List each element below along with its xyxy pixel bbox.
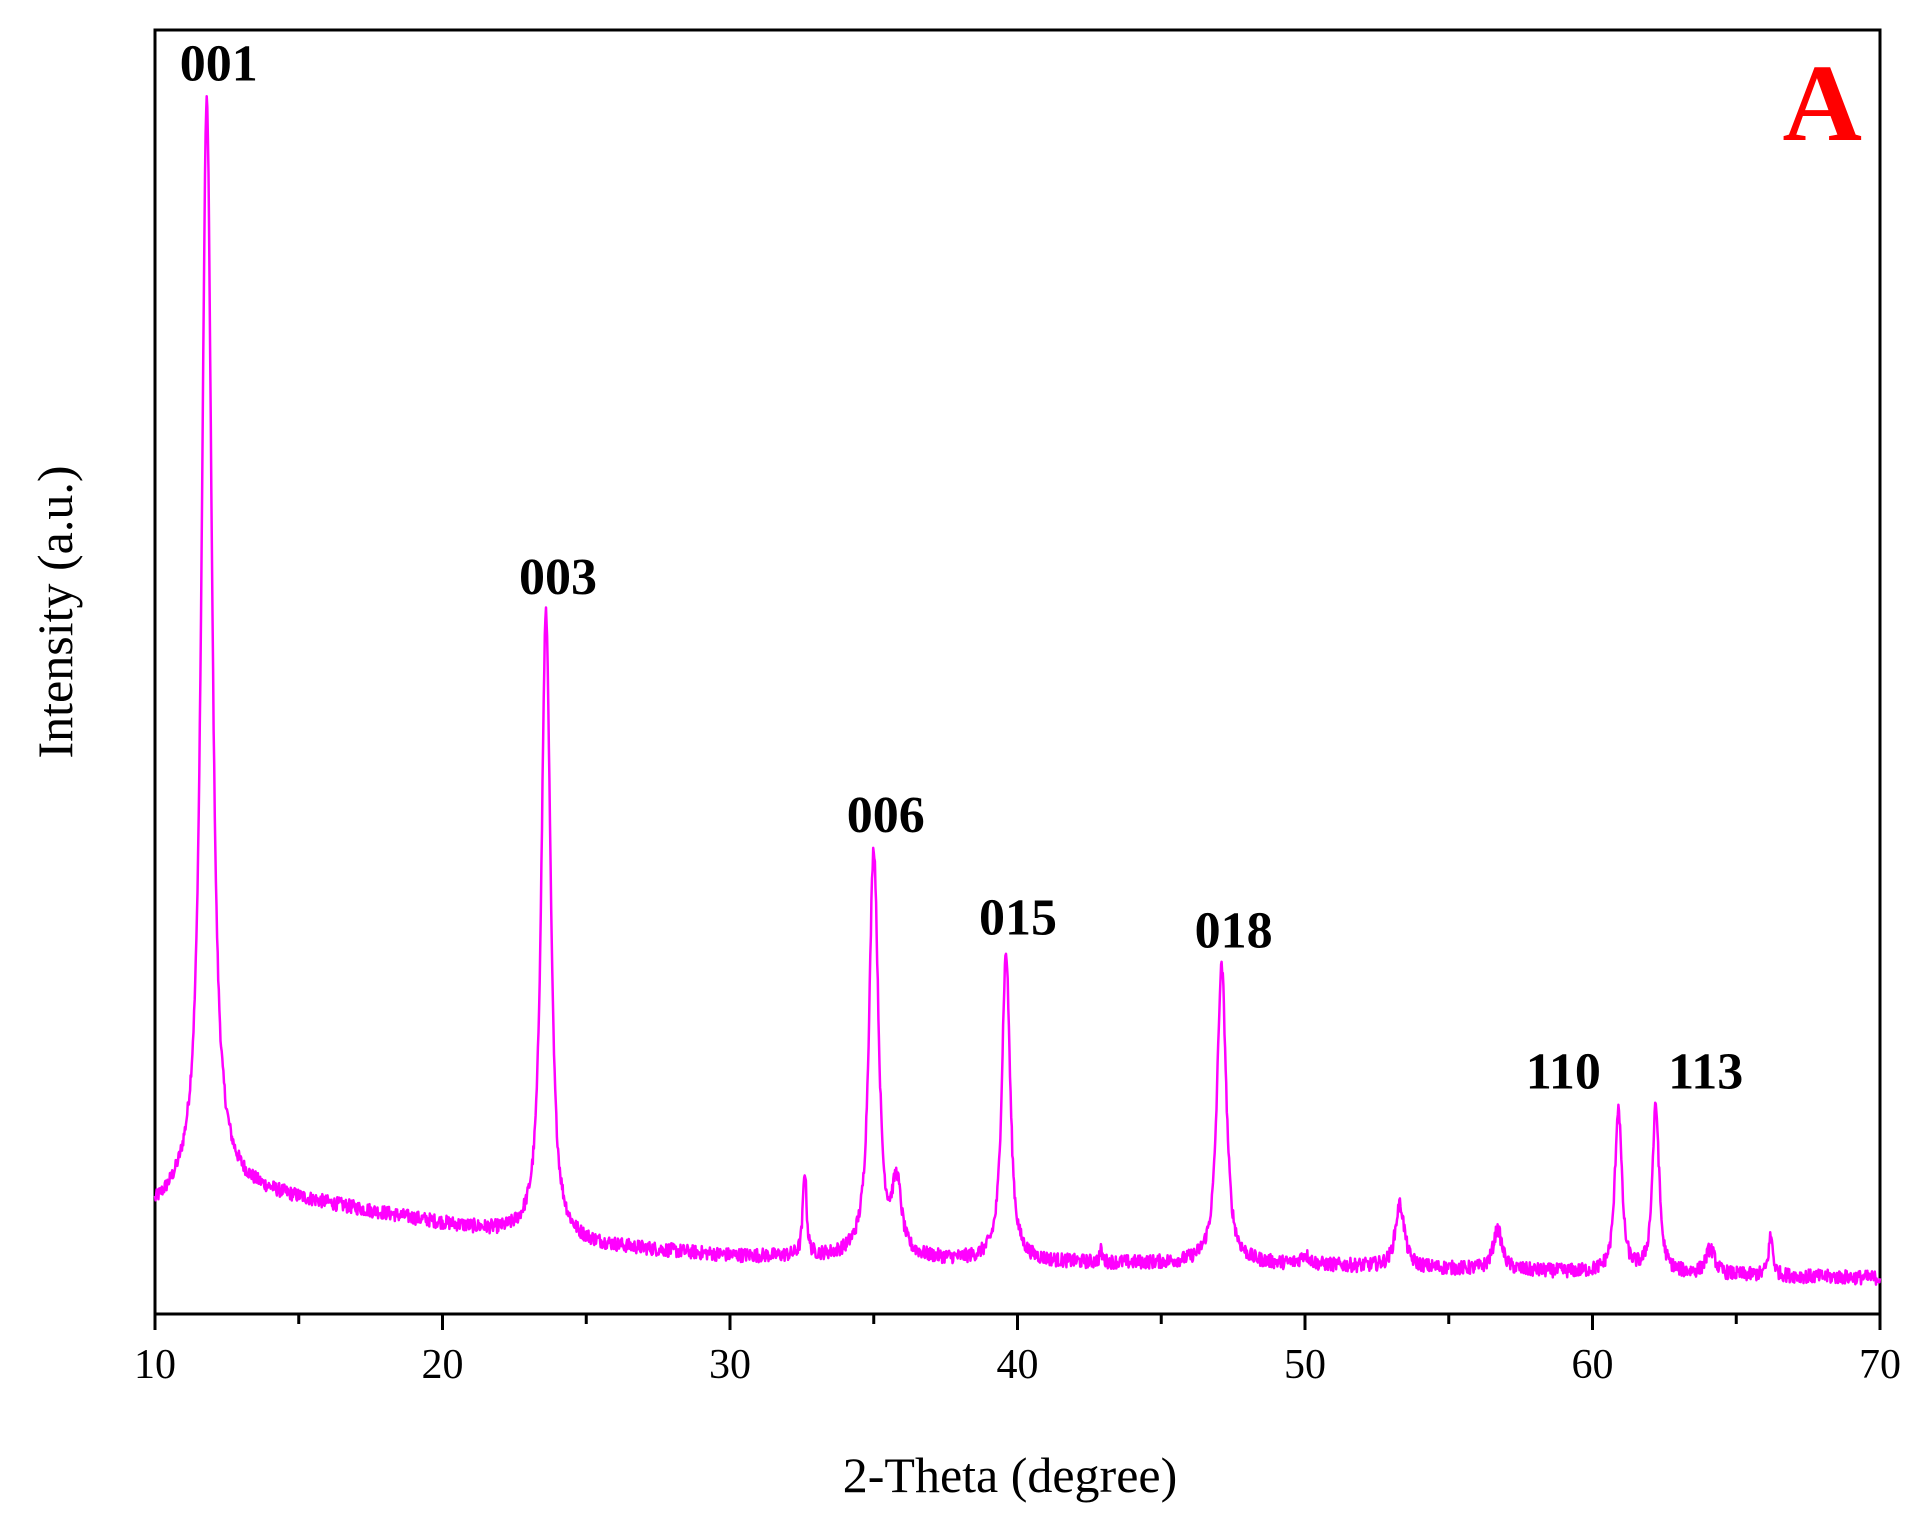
x-axis-title: 2-Theta (degree): [843, 1447, 1178, 1503]
peak-label: 001: [180, 36, 258, 93]
peak-label: 110: [1526, 1044, 1601, 1101]
peak-labels: 001 003 006 015 018 110 113: [180, 36, 1744, 1101]
x-tick-label: 20: [422, 1342, 464, 1388]
peak-label: 006: [847, 787, 925, 844]
x-axis-ticks: [153, 1314, 1882, 1330]
x-tick-label: 40: [997, 1342, 1039, 1388]
xrd-pattern-line: [153, 94, 1882, 1286]
x-tick-label: 10: [134, 1342, 176, 1388]
peak-label: 018: [1195, 902, 1273, 959]
panel-label: A: [1783, 42, 1862, 164]
peak-label: 003: [519, 549, 597, 606]
peak-label: 015: [979, 889, 1057, 946]
x-axis-tick-labels: 10 20 30 40 50 60 70: [134, 1342, 1901, 1388]
plot-frame: [153, 28, 1882, 1316]
x-tick-label: 70: [1859, 1342, 1901, 1388]
x-tick-label: 30: [709, 1342, 751, 1388]
peak-label: 113: [1668, 1044, 1743, 1101]
y-axis-title: Intensity (a.u.): [27, 466, 83, 759]
x-tick-label: 60: [1572, 1342, 1614, 1388]
x-tick-label: 50: [1284, 1342, 1326, 1388]
